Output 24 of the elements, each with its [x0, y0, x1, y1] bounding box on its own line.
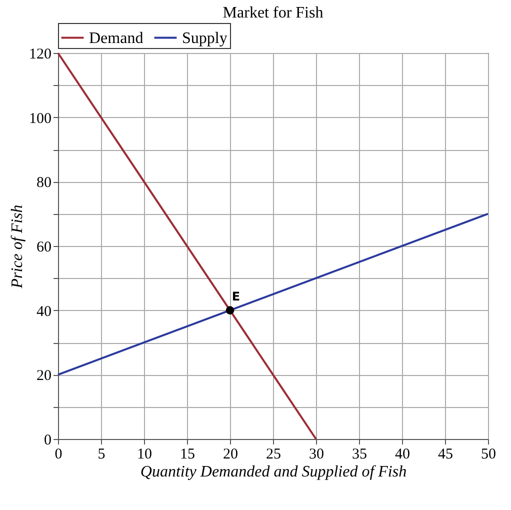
x-tick-label: 35 — [352, 446, 367, 462]
y-axis-title: Price of Fish — [9, 204, 26, 290]
annotation: E — [232, 289, 240, 304]
x-tick-label: 40 — [395, 446, 410, 462]
x-tick-label: 25 — [266, 446, 281, 462]
x-tick-label: 15 — [180, 446, 195, 462]
y-tick-label: 120 — [29, 46, 52, 62]
y-tick-label: 80 — [36, 175, 52, 192]
y-tick-label: 0 — [44, 432, 52, 448]
x-tick-label: 50 — [481, 446, 496, 462]
x-tick-label: 45 — [438, 446, 453, 462]
chart-title: Market for Fish — [222, 4, 324, 22]
legend-label: Supply — [182, 30, 228, 47]
y-tick-label: 40 — [36, 304, 52, 320]
x-tick-label: 20 — [223, 446, 238, 462]
y-tick-label: 20 — [36, 368, 52, 384]
y-tick-label: 100 — [29, 110, 52, 127]
x-tick-label: 30 — [309, 446, 324, 462]
x-tick-label: 5 — [98, 446, 106, 462]
y-tick-label: 60 — [36, 240, 52, 256]
x-axis-title: Quantity Demanded and Supplied of Fish — [140, 464, 407, 480]
legend-label: Demand — [89, 30, 144, 47]
x-tick-label: 0 — [54, 446, 62, 462]
x-tick-label: 10 — [137, 446, 152, 462]
